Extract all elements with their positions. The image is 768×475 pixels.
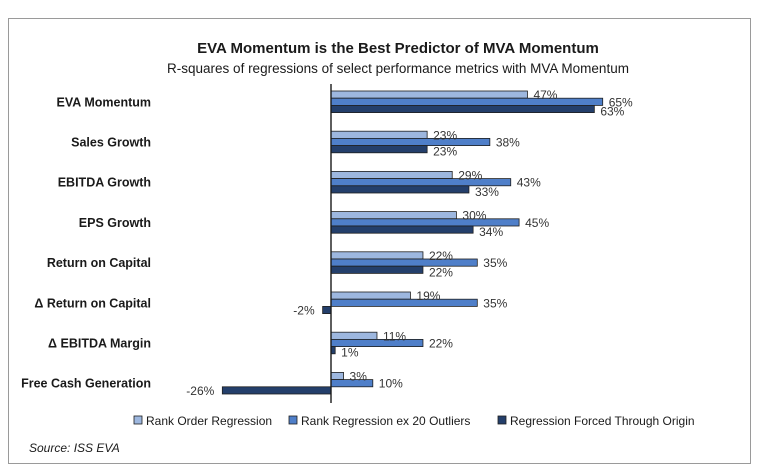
bar <box>330 105 595 114</box>
bar <box>322 305 332 314</box>
data-label: 22% <box>429 249 453 263</box>
bar <box>330 265 424 274</box>
data-label: 43% <box>517 176 541 190</box>
legend-swatch <box>497 415 507 425</box>
data-label: 19% <box>416 289 440 303</box>
data-label: 22% <box>429 265 453 279</box>
data-label: 11% <box>383 329 406 343</box>
data-label: -26% <box>186 384 214 398</box>
category-label: Δ Return on Capital <box>34 296 151 310</box>
bar <box>330 331 378 340</box>
data-label: 3% <box>350 370 368 384</box>
data-label: 1% <box>341 346 359 360</box>
bar <box>330 258 478 267</box>
legend-swatch <box>288 415 298 425</box>
category-label: EBITDA Growth <box>58 176 151 190</box>
bar <box>330 211 457 220</box>
category-label: Δ EBITDA Margin <box>48 337 151 351</box>
data-label: 22% <box>429 337 453 351</box>
data-label: 63% <box>600 105 624 119</box>
legend-label: Rank Regression ex 20 Outliers <box>301 414 470 428</box>
bar <box>221 386 332 395</box>
chart-subtitle: R-squares of regressions of select perfo… <box>167 61 629 76</box>
bar <box>330 371 344 380</box>
source-note: Source: ISS EVA <box>29 441 120 455</box>
bar <box>330 130 428 139</box>
data-label: 30% <box>462 209 486 223</box>
data-label: 23% <box>433 145 457 159</box>
bar <box>330 170 453 179</box>
bar <box>330 90 528 99</box>
legend-swatch <box>133 415 143 425</box>
bar <box>330 145 428 154</box>
legend-label: Regression Forced Through Origin <box>510 414 695 428</box>
category-label: EPS Growth <box>79 216 151 230</box>
data-label: 35% <box>483 256 507 270</box>
data-label: 29% <box>458 169 482 183</box>
legend-label: Rank Order Regression <box>146 414 272 428</box>
data-label: 34% <box>479 225 503 239</box>
category-label: Return on Capital <box>47 256 151 270</box>
bar <box>330 298 478 307</box>
data-label: 65% <box>609 95 633 109</box>
data-label: 35% <box>483 296 507 310</box>
bar <box>330 97 604 106</box>
category-label: EVA Momentum <box>57 95 151 109</box>
data-label: 10% <box>379 377 403 391</box>
chart-title: EVA Momentum is the Best Predictor of MV… <box>197 40 599 57</box>
data-label: 23% <box>433 128 457 142</box>
category-label: Free Cash Generation <box>21 377 151 391</box>
data-label: -2% <box>293 304 315 318</box>
bar <box>330 137 491 146</box>
data-label: 47% <box>533 88 557 102</box>
data-label: 33% <box>475 185 499 199</box>
bar <box>330 225 474 234</box>
data-label: 45% <box>525 216 549 230</box>
data-label: 38% <box>496 136 520 150</box>
bar <box>330 291 411 300</box>
bar <box>330 185 470 194</box>
bar <box>330 251 424 260</box>
category-label: Sales Growth <box>71 136 151 150</box>
